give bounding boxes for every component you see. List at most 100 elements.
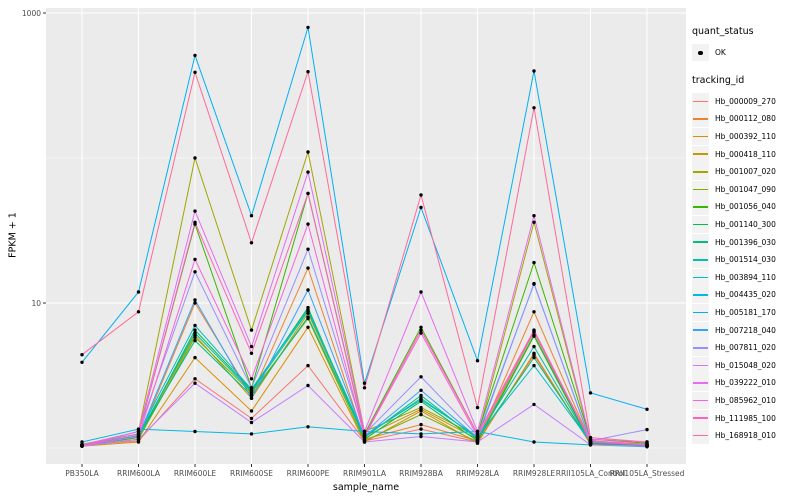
data-point: [475, 429, 480, 434]
data-point: [419, 432, 423, 436]
data-point: [532, 310, 536, 314]
x-axis-title: sample_name: [332, 482, 400, 493]
line-swatch-icon: [693, 118, 708, 120]
legend-item-Hb_005181_170: Hb_005181_170: [692, 304, 798, 322]
data-point: [532, 106, 536, 110]
legend-key-box: [692, 391, 709, 409]
data-point: [306, 25, 310, 30]
legend-key-box: [692, 356, 709, 374]
legend-key-box: [692, 145, 709, 163]
legend-item-label: Hb_005181_170: [715, 308, 776, 318]
line-swatch-icon: [693, 135, 708, 138]
legend-key-box: [692, 128, 709, 146]
data-point: [419, 427, 423, 431]
data-point: [532, 351, 536, 355]
line-swatch-icon: [693, 258, 708, 261]
data-point: [249, 409, 254, 413]
data-point: [419, 405, 423, 410]
data-point: [419, 375, 423, 379]
legend-item-Hb_015048_020: Hb_015048_020: [692, 356, 798, 375]
legend-item-label: Hb_085962_010: [715, 395, 776, 405]
legend-key-box: [692, 216, 709, 234]
legend-item-label: Hb_000009_270: [715, 96, 776, 106]
line-swatch-icon: [693, 276, 708, 279]
line-swatch-icon: [693, 100, 708, 103]
legend-key-box: [692, 339, 709, 357]
data-point: [532, 328, 536, 332]
data-point: [306, 222, 310, 226]
data-point: [475, 359, 480, 363]
data-point: [136, 437, 141, 441]
legend-item-label: Hb_004435_020: [715, 290, 776, 300]
data-point: [362, 381, 367, 385]
data-point: [532, 220, 536, 224]
line-swatch-icon: [693, 153, 708, 155]
legend-item-Hb_007811_020: Hb_007811_020: [692, 339, 798, 357]
data-point: [645, 440, 649, 444]
legend-item-Hb_001396_030: Hb_001396_030: [692, 233, 798, 251]
data-point: [419, 290, 423, 294]
data-point: [80, 443, 84, 447]
legend-item-label: Hb_039222_010: [715, 378, 776, 388]
data-point: [193, 209, 197, 213]
data-point: [419, 412, 423, 417]
legend-item-label: OK: [715, 48, 726, 58]
legend-item-Hb_001514_030: Hb_001514_030: [692, 251, 798, 269]
legend-item-label: Hb_001140_300: [715, 220, 776, 230]
legend-item-label: Hb_000392_110: [715, 132, 776, 142]
line-swatch-icon: [693, 329, 708, 331]
line-swatch-icon: [693, 170, 708, 173]
data-point: [193, 257, 197, 262]
data-point: [419, 325, 423, 329]
data-point: [136, 434, 141, 439]
data-point: [306, 70, 310, 74]
data-point: [249, 328, 254, 332]
data-point: [136, 310, 141, 314]
data-point: [419, 434, 423, 439]
line-swatch-icon: [693, 382, 708, 384]
legend-item-Hb_004435_020: Hb_004435_020: [692, 286, 798, 304]
data-point: [193, 381, 197, 385]
data-point: [136, 427, 141, 431]
legend-item-Hb_001140_300: Hb_001140_300: [692, 216, 798, 234]
data-point: [532, 355, 536, 360]
data-point: [362, 440, 367, 444]
legend-item-Hb_085962_010: Hb_085962_010: [692, 391, 798, 410]
data-point: [362, 386, 367, 390]
legend-item-label: Hb_001007_020: [715, 167, 776, 177]
data-point: [419, 328, 423, 332]
data-point: [362, 429, 367, 434]
line-swatch-icon: [693, 417, 708, 419]
line-swatch-icon: [693, 434, 708, 437]
data-point: [532, 344, 536, 349]
data-point: [588, 443, 593, 447]
data-point: [193, 156, 197, 160]
data-point: [249, 432, 254, 436]
data-point: [306, 247, 310, 251]
data-point: [193, 429, 197, 434]
data-point: [532, 363, 536, 368]
legend-key-box: [692, 233, 709, 251]
legend-item-Hb_000418_110: Hb_000418_110: [692, 145, 798, 163]
legend-item-label: Hb_007218_040: [715, 325, 776, 335]
data-point: [532, 260, 536, 265]
data-point: [249, 344, 254, 349]
legend-key-box: [692, 286, 709, 304]
data-point: [306, 383, 310, 388]
data-point: [249, 351, 254, 355]
point-icon: [698, 50, 703, 56]
legend-item-label: Hb_000112_080: [715, 114, 776, 124]
data-point: [306, 315, 310, 319]
data-point: [193, 355, 197, 360]
legend-key-box: [692, 409, 709, 427]
data-point: [532, 333, 536, 337]
line-swatch-icon: [693, 346, 708, 349]
data-point: [419, 205, 423, 210]
data-point: [193, 53, 197, 58]
data-point: [306, 170, 310, 174]
data-point: [193, 338, 197, 343]
legend-item-Hb_168918_010: Hb_168918_010: [692, 427, 798, 445]
legend-tracking-id: tracking_id Hb_000009_270 Hb_000112_080 Hb…: [692, 75, 798, 445]
data-point: [193, 270, 197, 274]
data-point: [136, 290, 141, 294]
